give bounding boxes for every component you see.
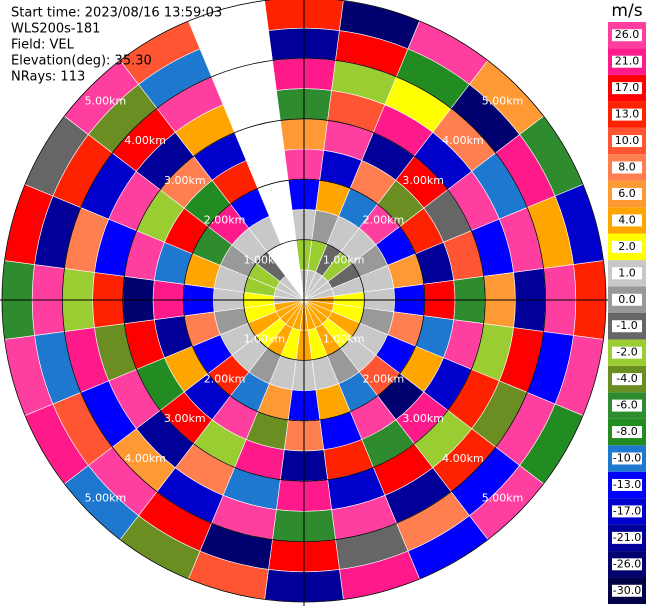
ring-label: 4.00km [124,134,166,147]
colorbar-tick-label: 2.0 [618,240,636,253]
colorbar-tick [612,478,642,491]
info: Start time: 2023/08/16 13:59:03WLS200s-1… [11,6,222,85]
ring-label: 2.00km [204,372,246,385]
ring-label: 5.00km [85,94,127,107]
info-line: Field: VEL [11,38,75,53]
colorbar-tick-label: -10.0 [613,452,641,465]
colorbar-tick-label: -26.0 [613,557,641,570]
colorbar-tick-label: 10.0 [615,134,640,147]
ring-label: 5.00km [482,94,524,107]
colorbar-tick [612,55,642,68]
colorbar: m/s -30.0 -26.0 -21.0 -17.0 -13.0 -10.0 -8.0 -6… [608,1,646,604]
axes: 1.00km 1.00km 1.00km 1.00km 2.00km 2.00km 2.00… [0,0,610,606]
colorbar-tick-label: 21.0 [615,55,640,68]
colorbar-tick-label: 13.0 [615,108,640,121]
colorbar-tick [612,293,642,306]
info-line: WLS200s-181 [11,22,100,37]
colorbar-tick [612,82,642,95]
colorbar-tick [612,584,642,597]
colorbar-tick-label: -30.0 [613,584,641,597]
colorbar-tick-label: -6.0 [616,399,637,412]
colorbar-tick [612,531,642,544]
ring-label: 5.00km [85,492,127,505]
colorbar-tick [612,29,642,42]
range-ring [182,178,426,422]
colorbar-tick [612,267,642,280]
range-ring [61,57,547,543]
ring-label: 1.00km [243,333,285,346]
ring-label: 3.00km [164,412,206,425]
colorbar-tick-label: -21.0 [613,531,641,544]
colorbar-tick-label: -8.0 [616,425,637,438]
info-line: NRays: 113 [11,70,85,85]
colorbar-title: m/s [611,1,642,21]
colorbar-tick [612,452,642,465]
info-line: Start time: 2023/08/16 13:59:03 [11,6,222,21]
colorbar-tick-label: 8.0 [618,161,636,174]
colorbar-tick [612,320,642,333]
colorbar-tick [612,187,642,200]
colorbar-tick [612,240,642,253]
colorbar-tick-label: 0.0 [618,293,636,306]
ring-label: 1.00km [323,333,365,346]
colorbar-tick [612,108,642,121]
colorbar-tick-label: 26.0 [615,28,640,41]
ring-label: 3.00km [402,412,444,425]
colorbar-tick [612,426,642,439]
range-ring [243,239,365,361]
colorbar-tick-label: 4.0 [618,213,636,226]
colorbar-tick-label: -13.0 [613,478,641,491]
colorbar-tick-label: 17.0 [615,81,640,94]
colorbar-tick [612,399,642,412]
colorbar-tick [612,161,642,174]
info-line: Elevation(deg): 35.30 [11,54,152,69]
range-ring [122,118,486,482]
colorbar-tick-label: -4.0 [616,372,637,385]
colorbar-tick-label: -1.0 [616,319,637,332]
ring-label: 4.00km [442,452,484,465]
colorbar-tick-label: -2.0 [616,346,637,359]
ring-label: 1.00km [323,253,365,266]
colorbar-tick [612,505,642,518]
ring-label: 2.00km [363,372,405,385]
colorbar-tick [612,346,642,359]
colorbar-tick [612,558,642,571]
ring-label: 2.00km [363,214,405,227]
ring-label: 1.00km [243,253,285,266]
ring-label: 4.00km [124,452,166,465]
colorbar-tick-label: -17.0 [613,504,641,517]
colorbar-tick-label: 1.0 [618,266,636,279]
range-ring [1,0,607,603]
ring-label: 3.00km [164,174,206,187]
ring-label: 4.00km [442,134,484,147]
colorbar-tick [612,214,642,227]
colorbar-tick [612,135,642,148]
colorbar-tick-label: 6.0 [618,187,636,200]
ring-label: 3.00km [402,174,444,187]
colorbar-tick [612,373,642,386]
ring-label: 5.00km [482,492,524,505]
ring-label: 2.00km [204,214,246,227]
